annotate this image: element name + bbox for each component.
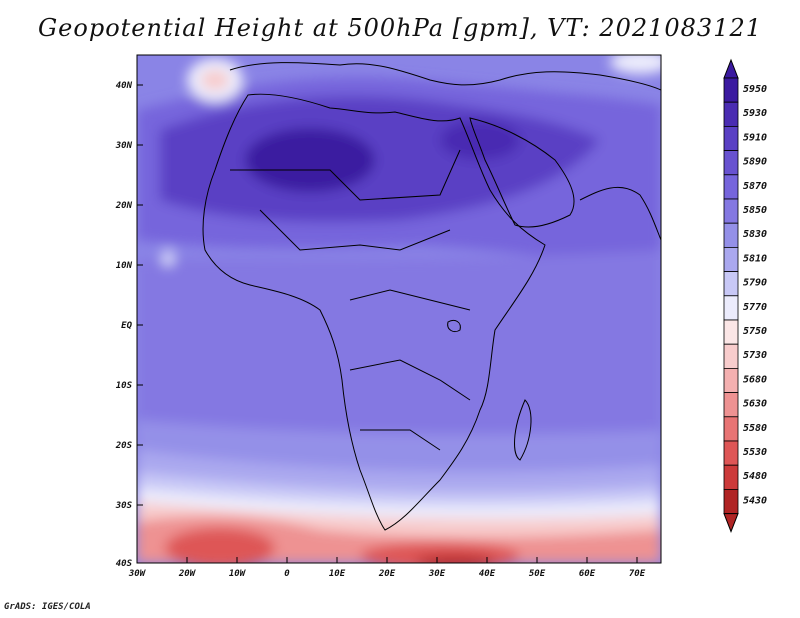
lat-label: 10S — [116, 381, 133, 391]
border-2 — [259, 209, 451, 251]
africa-coastline — [202, 93, 546, 531]
lon-label: 10E — [329, 569, 346, 579]
colorbar-label: 5750 — [743, 326, 767, 337]
lat-label: 10N — [116, 261, 133, 271]
colorbar-label: 5730 — [743, 350, 767, 361]
colorbar-label: 5950 — [743, 84, 767, 95]
colorbar-swatch — [723, 416, 739, 442]
colorbar-label: 5480 — [743, 471, 767, 482]
map-title: Geopotential Height at 500hPa [gpm], VT:… — [38, 14, 762, 42]
lat-label: 20N — [115, 201, 133, 211]
map-frame — [136, 54, 662, 564]
lon-label: 30E — [428, 569, 446, 579]
lon-label: 0 — [284, 569, 290, 579]
europe-south — [229, 62, 661, 91]
colorbar-swatch — [723, 319, 739, 345]
lat-label: 40S — [116, 559, 133, 569]
colorbar-label: 5530 — [743, 447, 767, 458]
border-4 — [349, 359, 471, 401]
colorbar-label: 5910 — [743, 132, 767, 143]
colorbar-swatch — [723, 343, 739, 369]
lon-label: 40E — [479, 569, 496, 579]
colorbar: 5950 5930 5910 5890 5870 5850 5830 5810 5790 5770… — [723, 58, 767, 533]
colorbar-label: 5770 — [743, 302, 767, 313]
colorbar-swatch — [723, 367, 739, 393]
arabia — [469, 117, 575, 228]
colorbar-swatch — [723, 488, 739, 514]
lat-label: 30N — [115, 141, 133, 151]
lat-label: EQ — [121, 321, 132, 331]
lon-label: 60E — [579, 569, 596, 579]
field-warm-3a — [165, 528, 275, 563]
border-1 — [230, 149, 461, 201]
geopotential-field — [137, 55, 661, 563]
lon-label: 30W — [128, 569, 147, 579]
field-warm-4 — [415, 556, 495, 563]
colorbar-label: 5830 — [743, 229, 767, 240]
field-south-mid — [137, 420, 661, 475]
colorbar-label: 5790 — [743, 278, 767, 289]
colorbar-swatch — [723, 77, 739, 103]
field-tropical — [137, 250, 661, 440]
border-3 — [349, 289, 471, 311]
colorbar-swatch — [723, 246, 739, 272]
colorbar-label: 5680 — [743, 374, 767, 385]
field-core-max — [245, 128, 375, 192]
lon-axis: 30W 20W 10W 0 10E 20E 30E 40E 50E 60E 70… — [128, 557, 646, 579]
lon-label: 50E — [529, 569, 546, 579]
colorbar-swatch — [723, 150, 739, 176]
field-south-light — [137, 450, 661, 495]
madagascar — [514, 399, 532, 461]
lon-label: 20E — [378, 569, 396, 579]
field-core-east — [440, 120, 520, 160]
colorbar-swatch — [723, 271, 739, 297]
colorbar-arrow-top — [723, 58, 739, 79]
coastlines — [202, 62, 661, 531]
colorbar-swatch — [723, 392, 739, 418]
colorbar-label: 5850 — [743, 205, 767, 216]
lat-label: 20S — [115, 441, 133, 451]
colorbar-swatch — [723, 295, 739, 321]
colorbar-label: 5870 — [743, 181, 767, 192]
colorbar-label: 5930 — [743, 108, 767, 119]
colorbar-swatch — [723, 464, 739, 490]
field-warm-3b — [360, 542, 520, 563]
colorbar-label: 5890 — [743, 157, 767, 168]
asia-coast — [579, 186, 661, 241]
colorbar-swatch — [723, 198, 739, 224]
border-5 — [360, 429, 441, 451]
lat-axis: 40N 30N 20N 10N EQ 10S 20S 30S 40S — [115, 81, 143, 569]
colorbar-label: 5630 — [743, 399, 767, 410]
colorbar-swatch — [723, 126, 739, 152]
colorbar-label: 5580 — [743, 423, 767, 434]
lon-label: 70E — [629, 569, 646, 579]
lake-victoria — [447, 319, 461, 333]
colorbar-swatch — [723, 440, 739, 466]
colorbar-label: 5430 — [743, 495, 767, 506]
credit-text: GrADS: IGES/COLA — [4, 602, 91, 612]
colorbar-swatch — [723, 174, 739, 200]
lon-label: 20W — [178, 569, 197, 579]
lat-label: 40N — [116, 81, 133, 91]
colorbar-swatch — [723, 101, 739, 127]
field-north-low-east — [610, 55, 661, 74]
colorbar-swatch — [723, 222, 739, 248]
colorbar-label: 5810 — [743, 253, 767, 264]
lon-label: 10W — [229, 569, 247, 579]
colorbar-arrow-bottom — [723, 513, 739, 533]
lat-label: 30S — [115, 501, 133, 511]
